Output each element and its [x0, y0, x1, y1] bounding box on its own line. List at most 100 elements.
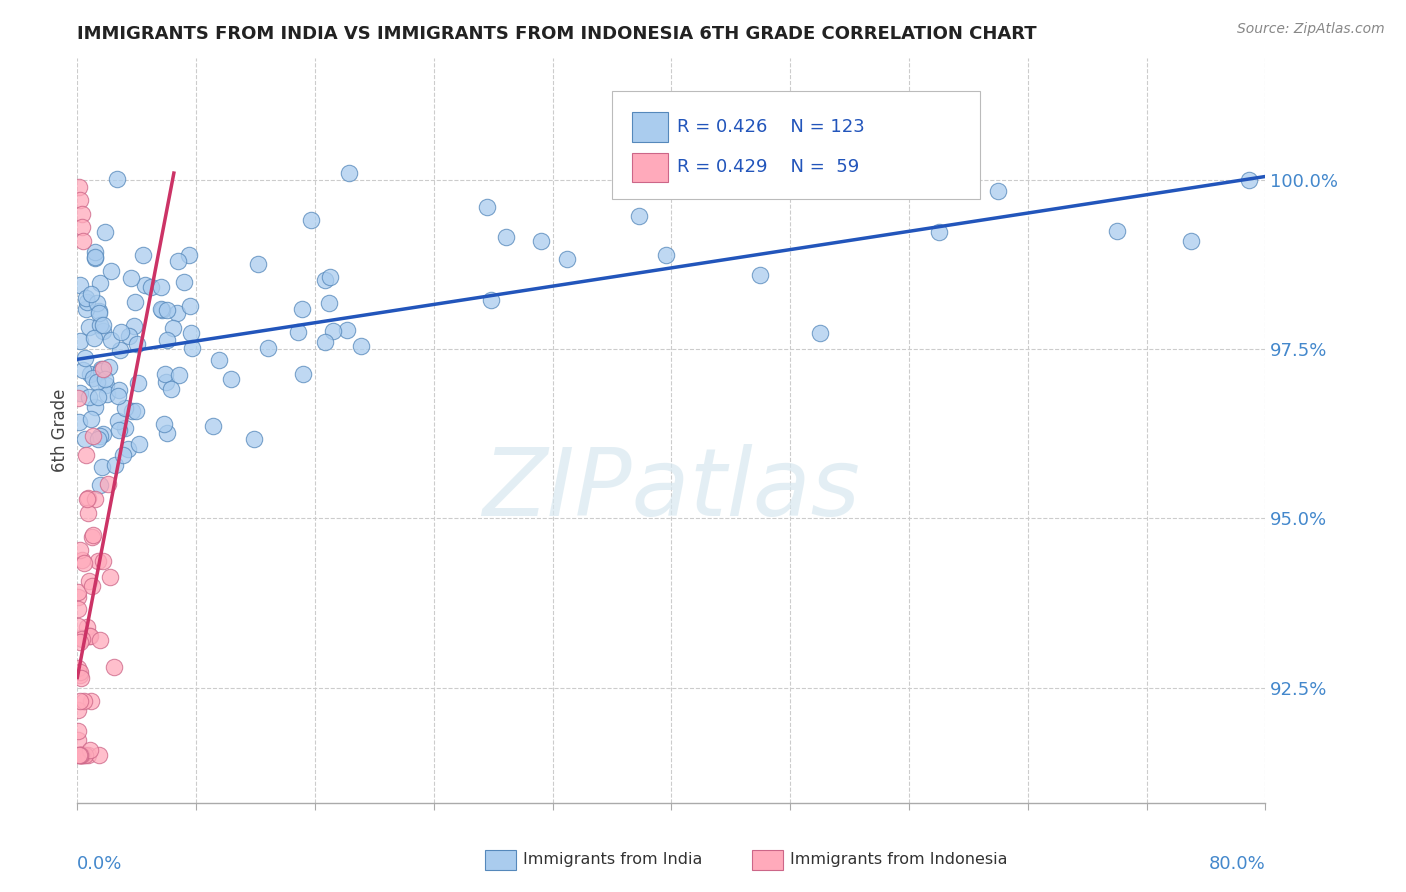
Point: [107, 389, 129, 403]
Point: [67, 724, 90, 739]
Point: [76, 491, 98, 505]
Point: [83, 251, 105, 265]
Point: [69, 748, 91, 763]
Point: [69, 635, 91, 649]
Text: Source: ZipAtlas.com: Source: ZipAtlas.com: [1237, 22, 1385, 37]
Point: [120, 270, 142, 285]
Point: [1180, 235, 1202, 249]
Point: [322, 325, 344, 339]
Point: [104, 458, 127, 472]
Point: [75, 449, 97, 463]
Point: [114, 421, 136, 435]
Point: [91, 426, 114, 441]
Point: [655, 247, 678, 261]
Point: [67, 748, 90, 763]
Point: [84, 250, 107, 264]
Text: R = 0.429    N =  59: R = 0.429 N = 59: [678, 159, 859, 177]
Point: [110, 326, 132, 340]
Point: [80, 530, 103, 544]
Point: [314, 334, 336, 349]
Point: [67, 733, 90, 747]
Point: [167, 253, 190, 268]
Point: [181, 341, 204, 355]
Point: [83, 330, 105, 344]
Point: [125, 404, 148, 418]
Point: [246, 257, 269, 271]
Point: [83, 244, 105, 259]
Point: [79, 287, 101, 301]
Point: [132, 247, 155, 261]
Point: [134, 278, 156, 293]
Point: [69, 386, 91, 401]
Point: [319, 270, 342, 285]
Point: [69, 193, 91, 207]
Point: [67, 415, 90, 429]
Y-axis label: 6th Grade: 6th Grade: [51, 389, 69, 472]
Point: [89, 633, 111, 648]
Point: [70, 748, 93, 763]
Point: [91, 459, 114, 474]
Point: [336, 323, 359, 337]
Point: [86, 433, 108, 447]
Point: [318, 296, 340, 310]
Point: [73, 556, 96, 570]
Point: [350, 339, 373, 353]
Text: R = 0.426    N = 123: R = 0.426 N = 123: [678, 119, 865, 136]
Point: [91, 318, 114, 333]
Point: [82, 579, 104, 593]
Point: [495, 229, 517, 244]
Point: [127, 376, 149, 391]
Point: [202, 418, 225, 433]
Point: [70, 632, 93, 646]
Point: [108, 343, 131, 358]
Point: [70, 220, 93, 235]
Point: [73, 351, 96, 365]
Point: [72, 234, 94, 248]
Point: [89, 429, 111, 443]
Point: [105, 171, 128, 186]
Point: [75, 302, 97, 317]
Point: [67, 179, 90, 194]
Point: [108, 424, 131, 438]
Point: [287, 325, 309, 339]
Point: [79, 390, 101, 404]
Point: [166, 305, 188, 319]
Point: [107, 414, 129, 428]
Point: [156, 333, 179, 347]
Point: [72, 363, 94, 377]
Point: [292, 367, 315, 381]
Point: [86, 296, 108, 310]
Point: [121, 404, 143, 418]
Point: [89, 318, 111, 332]
Point: [69, 543, 91, 558]
Point: [77, 319, 100, 334]
Point: [853, 166, 876, 180]
Point: [69, 334, 91, 348]
Point: [208, 352, 231, 367]
Point: [167, 368, 190, 382]
Point: [97, 360, 120, 375]
Text: Immigrants from Indonesia: Immigrants from Indonesia: [790, 853, 1008, 867]
Point: [77, 506, 100, 520]
Point: [155, 426, 177, 441]
Point: [118, 329, 141, 343]
Point: [98, 570, 121, 584]
Point: [67, 585, 90, 599]
Point: [91, 554, 114, 568]
Point: [67, 661, 90, 675]
Point: [94, 372, 117, 386]
Point: [477, 200, 499, 214]
Point: [82, 528, 104, 542]
Point: [89, 477, 111, 491]
Point: [749, 268, 772, 282]
Point: [70, 748, 93, 763]
Point: [155, 375, 177, 389]
Point: [79, 368, 101, 382]
Point: [613, 167, 636, 181]
Point: [1237, 173, 1260, 187]
Point: [79, 574, 101, 588]
Point: [219, 371, 242, 385]
Point: [928, 225, 950, 239]
FancyBboxPatch shape: [612, 92, 980, 200]
Point: [76, 491, 98, 506]
